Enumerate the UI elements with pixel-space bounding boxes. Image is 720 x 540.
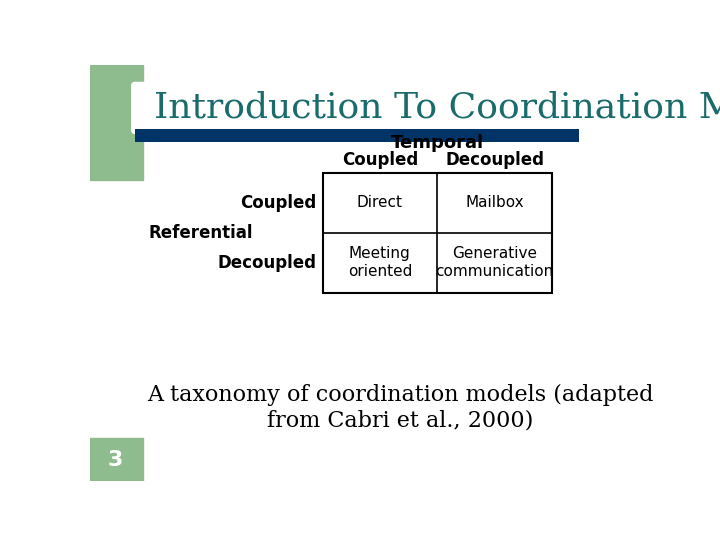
Bar xyxy=(90,438,143,481)
Text: Introduction To Coordination Models: Introduction To Coordination Models xyxy=(153,91,720,125)
FancyBboxPatch shape xyxy=(131,82,588,134)
Bar xyxy=(323,173,552,293)
Text: Coupled: Coupled xyxy=(240,194,316,212)
Text: Direct: Direct xyxy=(357,195,403,210)
Text: Decoupled: Decoupled xyxy=(445,151,544,169)
Bar xyxy=(135,130,579,142)
Bar xyxy=(90,65,143,180)
Text: Temporal: Temporal xyxy=(391,134,484,152)
Text: Referential: Referential xyxy=(148,224,253,242)
Text: Meeting
oriented: Meeting oriented xyxy=(348,246,412,279)
Text: Mailbox: Mailbox xyxy=(465,195,524,210)
Text: Decoupled: Decoupled xyxy=(217,254,316,272)
Text: 3: 3 xyxy=(108,450,123,470)
Text: Coupled: Coupled xyxy=(342,151,418,169)
Text: A taxonomy of coordination models (adapted
from Cabri et al., 2000): A taxonomy of coordination models (adapt… xyxy=(147,384,653,431)
Text: Generative
communication: Generative communication xyxy=(436,246,554,279)
